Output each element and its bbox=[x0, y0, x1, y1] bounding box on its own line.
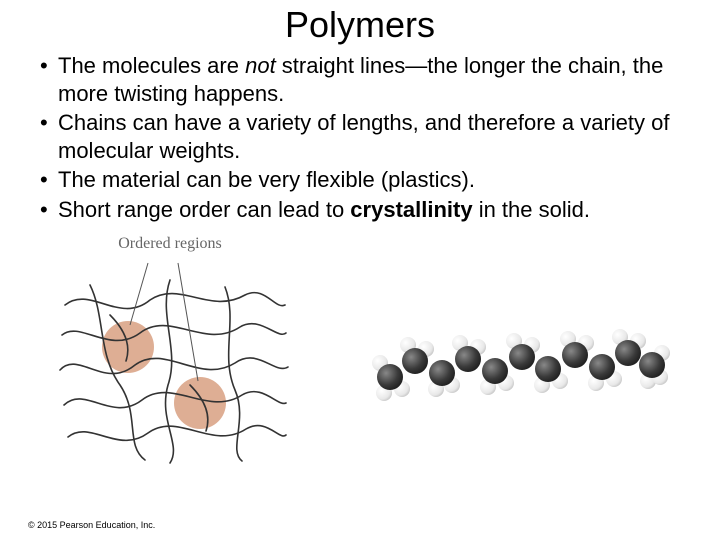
bullet-text: in the solid. bbox=[473, 197, 590, 222]
bullet-text: Chains can have a variety of lengths, an… bbox=[58, 110, 669, 163]
figure-molecule-model bbox=[360, 299, 680, 419]
page-title: Polymers bbox=[0, 0, 720, 52]
bullet-emphasis: not bbox=[245, 53, 276, 78]
figure-ordered-regions: Ordered regions bbox=[50, 235, 290, 470]
bullet-text: The material can be very flexible (plast… bbox=[58, 167, 475, 192]
bullet-item: The material can be very flexible (plast… bbox=[40, 166, 700, 194]
bullet-text: The molecules are bbox=[58, 53, 245, 78]
figure-caption: Ordered regions bbox=[50, 235, 290, 253]
bullet-strong: crystallinity bbox=[350, 197, 472, 222]
bullet-item: The molecules are not straight lines—the… bbox=[40, 52, 700, 107]
molecule-chain-diagram bbox=[360, 299, 680, 419]
figures-area: Ordered regions bbox=[0, 229, 720, 489]
polymer-tangle-diagram bbox=[50, 255, 290, 465]
copyright-text: © 2015 Pearson Education, Inc. bbox=[28, 520, 155, 530]
bullet-item: Short range order can lead to crystallin… bbox=[40, 196, 700, 224]
bullet-text: Short range order can lead to bbox=[58, 197, 350, 222]
bullet-list: The molecules are not straight lines—the… bbox=[0, 52, 720, 223]
bullet-item: Chains can have a variety of lengths, an… bbox=[40, 109, 700, 164]
